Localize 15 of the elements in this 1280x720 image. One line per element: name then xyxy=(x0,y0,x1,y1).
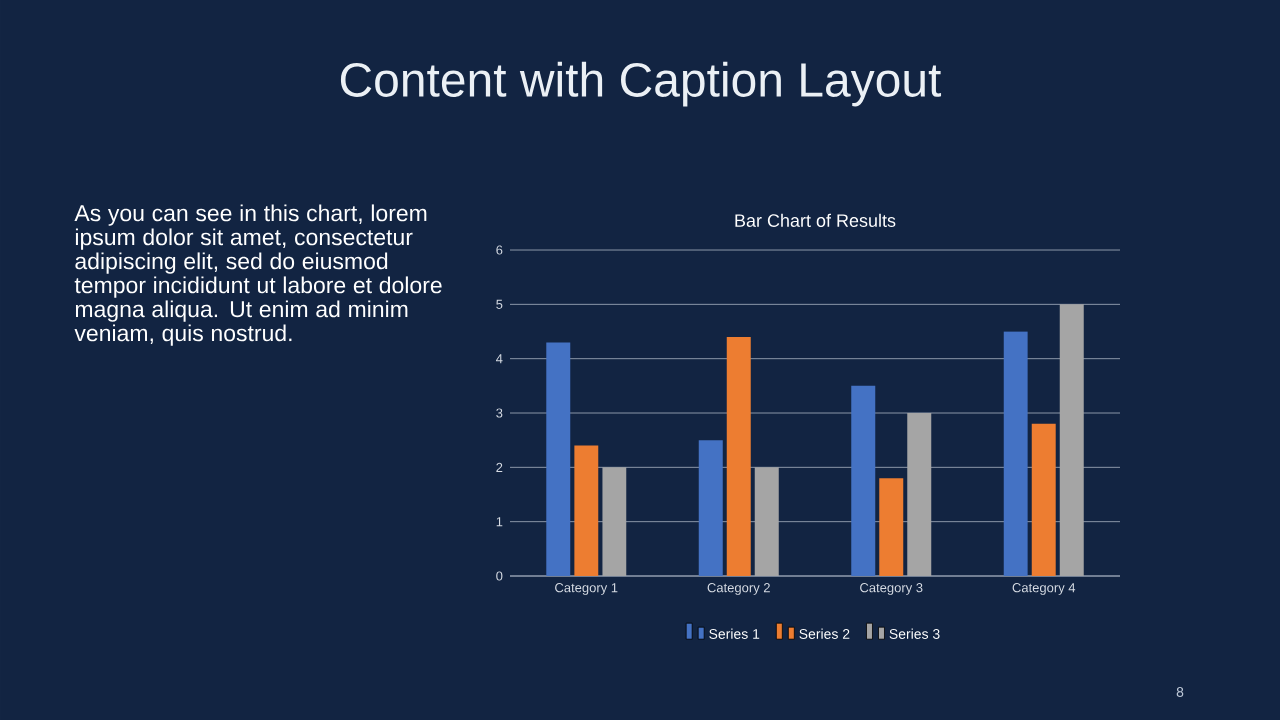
bar xyxy=(754,467,779,576)
bar xyxy=(879,478,904,576)
text: As you can see in this chart, lorem ipsum dolor sit amet, consectetur adipiscing elit, sed do eiusmod tempor incididunt ut labore et dolore magna aliqua. Ut enim ad minim veniam, quis nostrud. xyxy=(74,204,442,346)
bar xyxy=(1003,331,1028,576)
bar xyxy=(1059,304,1084,576)
chart-title: Bar Chart of Results xyxy=(735,213,896,227)
bar xyxy=(574,445,599,576)
text: Content with Caption Layout xyxy=(340,61,942,107)
bar xyxy=(907,413,932,576)
bar xyxy=(602,467,627,576)
bar xyxy=(851,385,876,576)
bar xyxy=(546,342,571,576)
bar xyxy=(698,440,723,576)
bar xyxy=(1031,423,1056,576)
bar xyxy=(726,336,751,576)
